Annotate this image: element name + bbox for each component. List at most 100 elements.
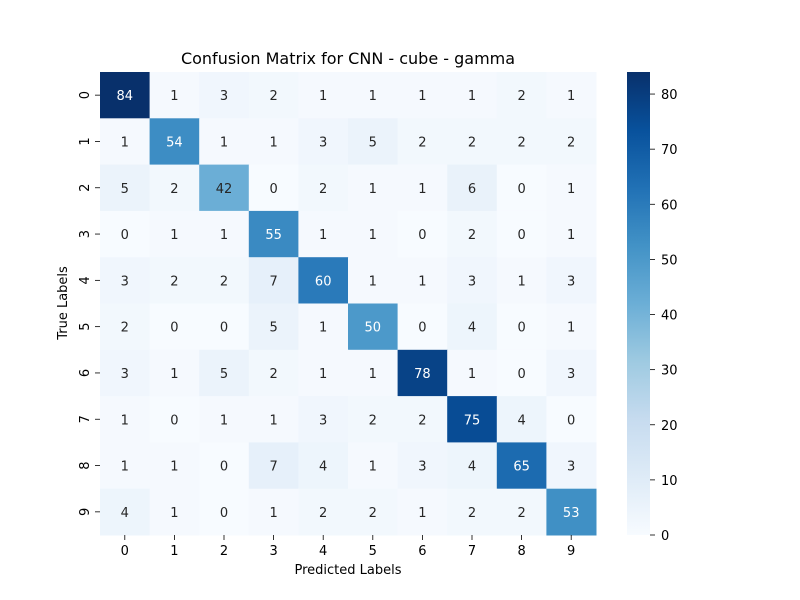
cell-value-label: 1 — [319, 367, 327, 382]
heatmap-cell — [496, 442, 547, 490]
cell-value-label: 55 — [265, 228, 282, 243]
cell-value-label: 1 — [418, 274, 426, 289]
cell-value-label: 1 — [468, 367, 476, 382]
heatmap-cell — [397, 72, 448, 119]
y-axis: 0 1 2 3 4 5 6 7 8 9 — [78, 91, 100, 516]
heatmap-cell — [546, 72, 597, 119]
cell-value-label: 1 — [170, 367, 178, 382]
cell-value-label: 2 — [369, 413, 377, 428]
heatmap-cell — [397, 442, 448, 490]
heatmap-cell — [447, 72, 498, 119]
cell-value-label: 0 — [269, 182, 277, 197]
heatmap-cell — [496, 164, 547, 212]
heatmap-cell — [100, 164, 151, 212]
heatmap-cell — [447, 488, 498, 536]
cell-value-label: 2 — [517, 89, 525, 104]
cell-value-label: 3 — [220, 89, 228, 104]
heatmap-cell — [298, 257, 349, 304]
heatmap-cell — [348, 396, 399, 443]
heatmap-cell — [100, 488, 151, 536]
heatmap-cell — [397, 118, 448, 166]
cell-value-label: 1 — [220, 228, 228, 243]
x-tick-label: 4 — [319, 544, 327, 559]
x-tick-label: 3 — [269, 544, 277, 559]
cell-value-label: 2 — [517, 506, 525, 521]
cell-value-label: 4 — [468, 460, 476, 475]
heatmap-cell — [100, 442, 151, 490]
cell-value-label: 0 — [418, 321, 426, 336]
heatmap-cell — [248, 396, 299, 443]
heatmap-cell — [447, 118, 498, 166]
cell-value-label: 42 — [216, 182, 233, 197]
heatmap-cell — [149, 442, 200, 490]
cell-value-label: 2 — [319, 506, 327, 521]
y-tick-label: 7 — [78, 415, 93, 423]
cell-value-label: 78 — [414, 367, 431, 382]
cell-value-label: 5 — [269, 321, 277, 336]
y-tick-label: 9 — [78, 508, 93, 516]
heatmap-cell — [348, 164, 399, 212]
colorbar-tick-label: 30 — [661, 364, 678, 379]
x-axis: 0 1 2 3 4 5 6 7 8 9 — [121, 535, 575, 559]
heatmap-cell — [248, 72, 299, 119]
heatmap-cell — [496, 257, 547, 304]
heatmap-cell — [496, 118, 547, 166]
heatmap-cell — [546, 396, 597, 443]
cell-value-label: 1 — [369, 89, 377, 104]
cell-value-label: 4 — [319, 460, 327, 475]
colorbar-tick-label: 70 — [661, 143, 678, 158]
y-tick-label: 3 — [78, 230, 93, 238]
cell-value-label: 2 — [170, 274, 178, 289]
heatmap-cell — [348, 210, 399, 258]
heatmap-cell — [100, 303, 151, 351]
cell-value-label: 1 — [418, 506, 426, 521]
heatmap-cell — [100, 72, 151, 119]
colorbar-tick-label: 10 — [661, 474, 678, 489]
cell-value-label: 1 — [170, 228, 178, 243]
cell-value-label: 1 — [170, 460, 178, 475]
cell-value-label: 1 — [369, 367, 377, 382]
cell-value-label: 2 — [418, 135, 426, 150]
colorbar-tick-label: 50 — [661, 253, 678, 268]
heatmap-cell — [298, 488, 349, 536]
cell-value-label: 2 — [319, 182, 327, 197]
heatmap-cell — [348, 257, 399, 304]
cell-value-label: 1 — [319, 321, 327, 336]
y-tick-label: 5 — [78, 323, 93, 331]
x-tick-label: 0 — [121, 544, 129, 559]
heatmap-cell — [496, 349, 547, 397]
cell-value-label: 3 — [567, 460, 575, 475]
cell-value-label: 0 — [170, 321, 178, 336]
heatmap-cell — [149, 118, 200, 166]
heatmap-cell — [248, 118, 299, 166]
heatmap-cell — [298, 303, 349, 351]
heatmap-cell — [199, 257, 250, 304]
cell-value-label: 1 — [269, 413, 277, 428]
heatmap-cell — [199, 210, 250, 258]
cell-value-label: 1 — [269, 506, 277, 521]
heatmap-cell — [298, 210, 349, 258]
heatmap-cell — [496, 303, 547, 351]
heatmap-cell — [397, 488, 448, 536]
cell-value-label: 84 — [117, 89, 134, 104]
heatmap-cell — [546, 442, 597, 490]
cell-value-label: 4 — [517, 413, 525, 428]
heatmap-cell — [546, 303, 597, 351]
heatmap-cell — [348, 118, 399, 166]
heatmap-cell — [199, 303, 250, 351]
cell-value-label: 7 — [269, 460, 277, 475]
cell-value-label: 0 — [121, 228, 129, 243]
cell-value-label: 1 — [170, 506, 178, 521]
heatmap-cell — [199, 349, 250, 397]
x-tick-label: 6 — [418, 544, 426, 559]
cell-value-label: 1 — [369, 460, 377, 475]
cell-value-label: 3 — [468, 274, 476, 289]
heatmap-cell — [149, 303, 200, 351]
x-tick-label: 2 — [220, 544, 228, 559]
cell-value-label: 3 — [567, 274, 575, 289]
cell-value-label: 60 — [315, 274, 332, 289]
colorbar — [627, 72, 650, 535]
heatmap-cell — [397, 164, 448, 212]
cell-value-label: 2 — [269, 89, 277, 104]
heatmap-cell — [248, 442, 299, 490]
